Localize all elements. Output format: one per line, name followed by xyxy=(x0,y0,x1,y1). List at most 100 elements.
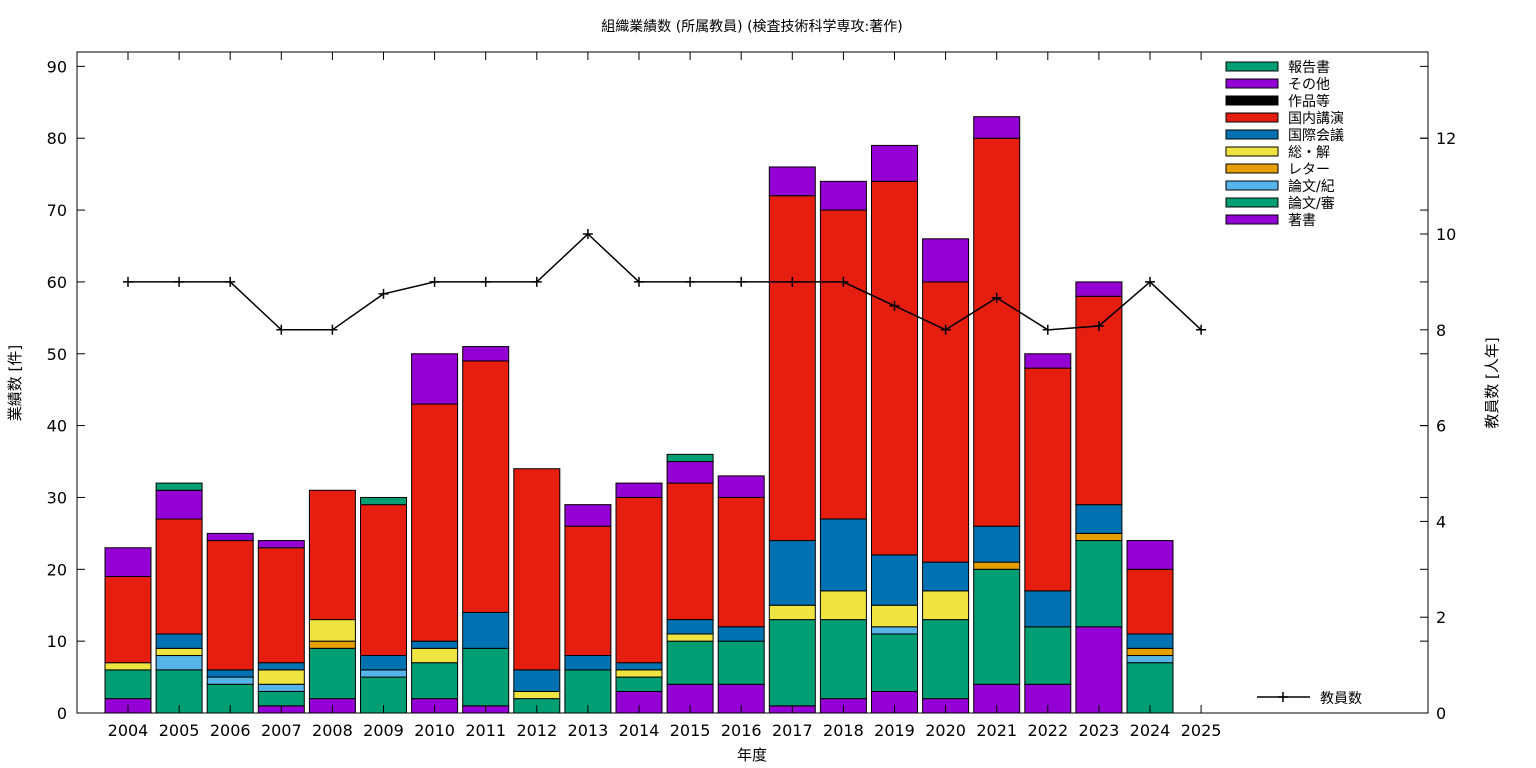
line-point xyxy=(634,276,644,287)
x-tick-label: 2013 xyxy=(568,721,609,740)
bar-segment xyxy=(871,554,918,606)
bar-segment xyxy=(411,353,459,405)
y2-tick-label: 8 xyxy=(1436,321,1446,340)
bar-segment xyxy=(1075,281,1123,297)
bar-segment xyxy=(257,540,305,549)
bar-segment xyxy=(564,504,612,527)
y-tick-label: 80 xyxy=(47,129,67,148)
line-point xyxy=(736,276,747,287)
bar-segment xyxy=(308,489,356,621)
legend-swatch xyxy=(1225,61,1279,72)
bar-segment xyxy=(615,482,663,498)
bar-segment xyxy=(819,590,867,621)
x-tick-label: 2009 xyxy=(363,721,404,740)
line-point xyxy=(225,276,236,287)
bar-segment xyxy=(615,676,663,692)
line-point xyxy=(838,276,849,287)
bars-layer xyxy=(104,116,1174,714)
bar-segment xyxy=(462,647,510,707)
line-legend-label: 教員数 xyxy=(1320,691,1362,707)
bar-segment xyxy=(360,496,407,506)
y-tick-label: 20 xyxy=(47,560,67,579)
bar-segment xyxy=(257,547,305,664)
y-tick-label: 90 xyxy=(47,57,67,76)
legend-swatch xyxy=(1225,112,1279,123)
bar-segment xyxy=(973,568,1021,685)
bar-segment xyxy=(513,690,561,700)
y-tick-label: 10 xyxy=(47,632,67,651)
legend-label: 作品等 xyxy=(1288,93,1330,110)
y-tick-label: 40 xyxy=(47,417,67,436)
bar-segment xyxy=(1126,540,1174,570)
bar-segment xyxy=(257,662,305,671)
x-tick-label: 2023 xyxy=(1079,721,1120,740)
bar-segment xyxy=(360,669,407,678)
legend-label: レター xyxy=(1288,162,1330,178)
bar-segment xyxy=(411,647,459,664)
legend-swatch xyxy=(1225,129,1279,140)
x-tick-label: 2021 xyxy=(976,721,1017,740)
legend-label: 国内講演 xyxy=(1288,111,1344,127)
bar-segment xyxy=(819,619,867,700)
bar-segment xyxy=(666,461,714,484)
y-tick-label: 30 xyxy=(47,488,67,507)
line-point xyxy=(378,288,389,299)
bar-segment xyxy=(922,561,970,592)
bar-segment xyxy=(411,640,459,649)
bar-segment xyxy=(411,662,459,700)
x-tick-label: 2020 xyxy=(925,721,966,740)
bar-segment xyxy=(615,669,663,678)
bar-segment xyxy=(462,360,510,613)
legend-label: 国際会議 xyxy=(1288,127,1344,144)
x-tick-label: 2011 xyxy=(465,721,506,740)
line-point xyxy=(429,276,440,287)
y2-tick-label: 4 xyxy=(1436,512,1446,531)
bar-segment xyxy=(1075,295,1123,506)
bar-segment xyxy=(717,640,765,685)
bar-segment xyxy=(922,619,970,700)
y2-axis-label: 教員数 [人年] xyxy=(1483,337,1501,428)
bar-segment xyxy=(104,547,152,577)
line-legend: 教員数 xyxy=(1257,691,1362,707)
bar-segment xyxy=(155,647,203,657)
bar-segment xyxy=(922,238,970,283)
x-tick-label: 2015 xyxy=(670,721,711,740)
legend-label: 著書 xyxy=(1288,213,1316,229)
bar-segment xyxy=(819,180,867,211)
line-layer xyxy=(123,229,1207,335)
bar-segment xyxy=(768,540,816,606)
bar-segment xyxy=(1126,655,1174,664)
legend-label: 総・解 xyxy=(1288,145,1330,161)
line-point xyxy=(1042,324,1053,335)
bar-segment xyxy=(768,604,816,621)
x-axis: 2004 2005 2006 2007 2008 2009 2010 2011 2012 2013… xyxy=(108,52,1221,740)
line-point xyxy=(991,292,1002,303)
bar-segment xyxy=(1075,504,1123,534)
y2-tick-label: 12 xyxy=(1436,129,1456,148)
bar-segment xyxy=(1075,540,1123,628)
bar-segment xyxy=(615,662,663,671)
legend-label: 報告書 xyxy=(1288,60,1330,76)
bar-segment xyxy=(1126,647,1174,657)
bar-segment xyxy=(1024,353,1072,369)
bar-segment xyxy=(155,518,203,635)
bar-segment xyxy=(871,144,918,182)
y2-axis: 0 2 4 6 8 10 12 xyxy=(1420,129,1456,723)
legend-label: その他 xyxy=(1288,77,1330,93)
line-point xyxy=(276,324,287,335)
x-tick-label: 2005 xyxy=(159,721,200,740)
bar-segment xyxy=(564,655,612,671)
bar-segment xyxy=(411,403,459,642)
legend-swatch xyxy=(1225,78,1279,89)
bar-segment xyxy=(871,180,918,556)
y-tick-label: 0 xyxy=(57,704,67,723)
x-tick-label: 2016 xyxy=(721,721,762,740)
bar-segment xyxy=(666,482,714,621)
bar-segment xyxy=(1126,568,1174,635)
bar-segment xyxy=(360,504,407,657)
y-tick-label: 70 xyxy=(47,201,67,220)
bar-segment xyxy=(257,683,305,692)
bar-segment xyxy=(104,669,152,700)
bar-segment xyxy=(308,619,356,642)
bar-segment xyxy=(973,116,1021,139)
